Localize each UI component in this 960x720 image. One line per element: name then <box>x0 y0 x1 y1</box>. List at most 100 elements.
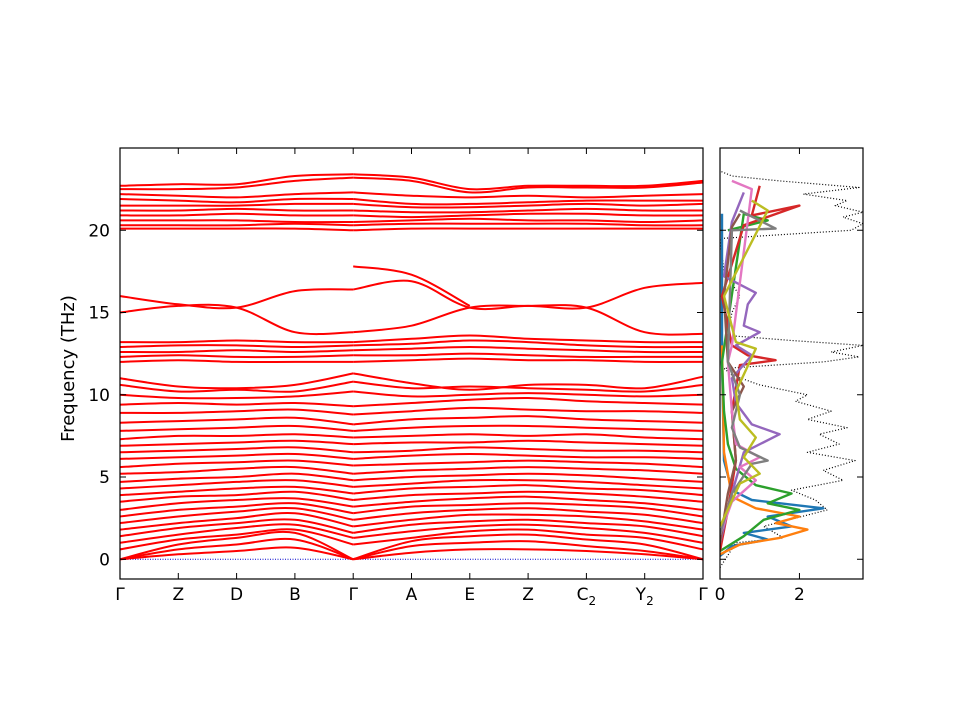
band-32-segment-2 <box>353 334 704 344</box>
band-16-segment-2 <box>353 459 704 469</box>
y-axis-label: Frequency (THz) <box>58 295 79 442</box>
band-14-segment-2 <box>353 472 704 483</box>
x-tick-label: Z <box>172 585 184 605</box>
band-42-segment-2 <box>353 198 703 206</box>
band-38-segment-1 <box>120 219 354 224</box>
x-tick-label: Y2 <box>635 585 654 608</box>
band-5-segment-1 <box>119 523 354 544</box>
band-21-segment-1 <box>119 424 354 432</box>
band-17-segment-1 <box>119 452 354 460</box>
band-19-segment-2 <box>353 439 704 447</box>
band-43-segment-2 <box>353 191 704 199</box>
dos-lines <box>720 170 863 568</box>
band-22-segment-1 <box>119 416 354 426</box>
band-35-segment-2 <box>353 265 471 307</box>
band-27-segment-1 <box>119 372 354 390</box>
band-31-segment-2 <box>353 339 704 349</box>
band-29-segment-2 <box>353 352 703 359</box>
band-32-segment-1 <box>119 339 354 344</box>
band-25-segment-2 <box>353 390 704 398</box>
band-12-segment-2 <box>353 484 704 497</box>
band-15-segment-2 <box>353 466 704 475</box>
band-34-segment-2 <box>353 279 704 311</box>
band-25-segment-1 <box>119 390 354 400</box>
band-11-segment-2 <box>353 490 704 503</box>
band-structure-panel: 0 5 10 15 20 Γ Z D B Γ A E Z C2 Y2 Γ Frequency (THz) <box>58 147 708 608</box>
band-18-segment-1 <box>119 446 354 454</box>
band-34-segment-1 <box>119 288 354 310</box>
band-1-segment-2 <box>353 548 704 561</box>
y-tick-label: 15 <box>88 304 110 324</box>
band-14-segment-1 <box>119 472 354 483</box>
y-tick-label: 20 <box>88 221 110 241</box>
band-6-segment-1 <box>119 518 354 538</box>
x-tick-label: C2 <box>577 585 597 608</box>
band-33-segment-1 <box>119 303 354 336</box>
x-tick-label: B <box>289 585 301 605</box>
band-18-segment-2 <box>353 446 704 454</box>
band-26-segment-1 <box>119 380 354 393</box>
band-11-segment-1 <box>119 490 354 503</box>
band-30-segment-1 <box>119 349 354 354</box>
x-tick-label: Γ <box>348 585 358 605</box>
band-40-segment-2 <box>353 207 704 214</box>
band-8-segment-2 <box>353 507 704 525</box>
band-44-segment-2 <box>353 176 704 194</box>
band-42-segment-1 <box>119 197 354 204</box>
dos-x-tick-label: 2 <box>794 585 805 605</box>
band-8-segment-1 <box>119 506 354 525</box>
band-33-segment-2 <box>353 304 704 336</box>
band-23-segment-2 <box>353 406 704 416</box>
dos-x-tick-label: 0 <box>715 585 726 605</box>
band-13-segment-1 <box>119 479 354 490</box>
band-30-segment-2 <box>353 345 704 354</box>
band-31-segment-1 <box>119 344 354 349</box>
band-41-segment-2 <box>353 202 704 209</box>
band-7-segment-1 <box>119 511 354 531</box>
band-13-segment-2 <box>353 478 704 490</box>
band-20-segment-1 <box>119 433 354 441</box>
band-1-segment-1 <box>119 546 354 561</box>
band-17-segment-2 <box>353 452 704 460</box>
band-37-segment-1 <box>120 222 354 227</box>
x-tick-label: Γ <box>698 585 708 605</box>
dos-plot-frame <box>719 147 864 580</box>
partial-dos-curve-8 <box>720 209 777 535</box>
x-tick-label: Z <box>522 585 534 605</box>
x-tick-label: E <box>464 585 475 605</box>
band-43-segment-1 <box>119 191 354 199</box>
band-9-segment-2 <box>353 502 704 518</box>
band-x-ticks: Γ Z D B Γ A E Z C2 Y2 Γ <box>115 148 708 608</box>
partial-dos-curve-6 <box>720 213 745 543</box>
band-22-segment-2 <box>353 415 704 426</box>
band-19-segment-1 <box>119 439 354 447</box>
band-21-segment-2 <box>353 424 704 432</box>
partial-dos-curve-7 <box>720 179 761 536</box>
dos-y-ticks <box>720 229 863 560</box>
band-28-segment-1 <box>119 359 354 363</box>
band-39-segment-2 <box>353 212 704 219</box>
band-27-segment-2 <box>353 372 704 391</box>
band-29-segment-1 <box>119 354 354 359</box>
band-39-segment-1 <box>119 212 354 217</box>
band-44-segment-1 <box>119 176 354 191</box>
band-7-segment-2 <box>353 513 704 531</box>
band-10-segment-1 <box>119 497 354 511</box>
band-45-segment-2 <box>353 173 704 191</box>
band-26-segment-2 <box>353 380 704 393</box>
band-24-segment-1 <box>119 401 354 408</box>
band-3-segment-1 <box>119 530 354 561</box>
y-tick-label: 5 <box>99 468 110 488</box>
band-15-segment-1 <box>119 465 354 475</box>
band-20-segment-2 <box>353 433 704 441</box>
band-24-segment-2 <box>353 396 704 408</box>
x-tick-label: A <box>406 585 418 605</box>
band-2-segment-1 <box>119 537 354 561</box>
band-23-segment-1 <box>119 408 354 416</box>
band-45-segment-1 <box>119 173 354 187</box>
band-lines <box>119 173 704 561</box>
band-4-segment-2 <box>353 528 704 551</box>
